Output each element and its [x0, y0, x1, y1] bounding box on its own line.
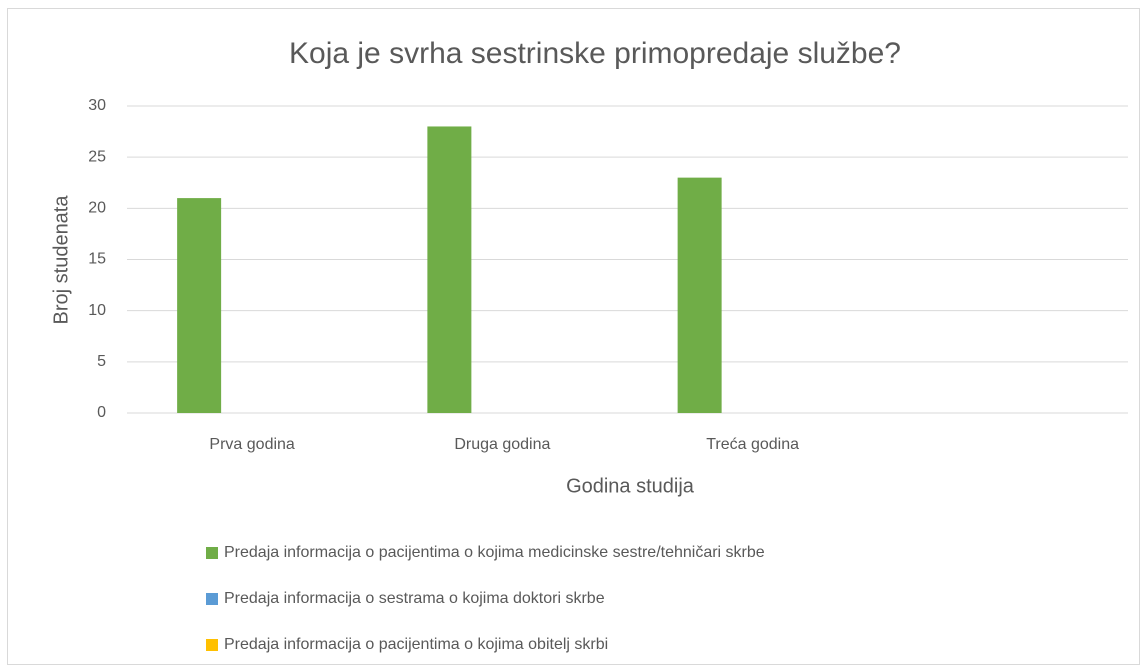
- chart-title: Koja je svrha sestrinske primopredaje sl…: [289, 37, 901, 70]
- legend-swatch: [206, 639, 218, 651]
- x-tick-label: Treća godina: [706, 436, 799, 453]
- legend-label: Predaja informacija o sestrama o kojima …: [224, 590, 605, 607]
- bar: [177, 198, 222, 413]
- y-tick-label: 15: [88, 251, 106, 268]
- y-axis-label: Broj studenata: [50, 195, 72, 325]
- y-tick-label: 10: [88, 302, 106, 319]
- y-tick-label: 25: [88, 148, 106, 165]
- x-tick-label: Prva godina: [209, 436, 294, 453]
- y-tick-label: 0: [97, 404, 106, 421]
- legend-label: Predaja informacija o pacijentima o koji…: [224, 544, 765, 561]
- bar: [427, 126, 472, 413]
- legend-swatch: [206, 547, 218, 559]
- x-axis-label: Godina studija: [566, 475, 695, 497]
- y-tick-label: 30: [88, 97, 106, 114]
- legend-swatch: [206, 593, 218, 605]
- bar: [677, 177, 722, 413]
- legend-label: Predaja informacija o pacijentima o koji…: [224, 636, 608, 653]
- x-tick-label: Druga godina: [454, 436, 550, 453]
- y-tick-label: 5: [97, 353, 106, 370]
- y-tick-label: 20: [88, 200, 106, 217]
